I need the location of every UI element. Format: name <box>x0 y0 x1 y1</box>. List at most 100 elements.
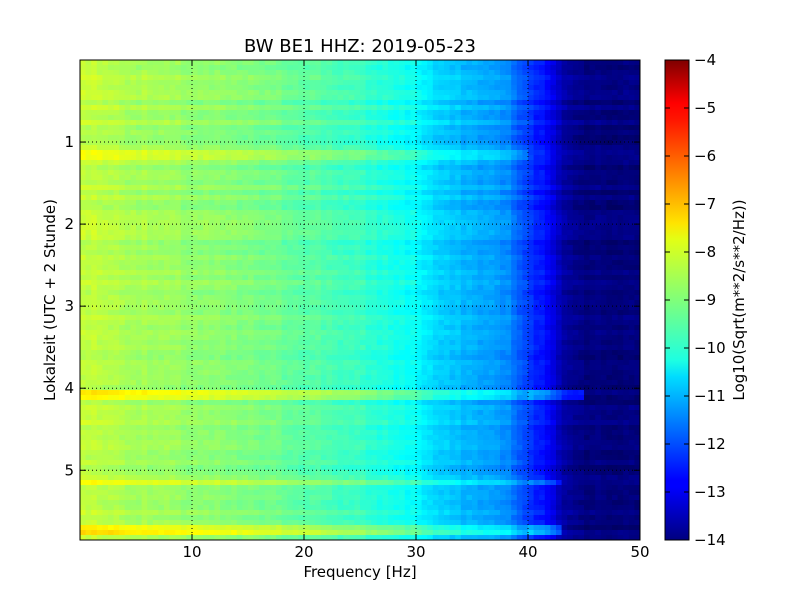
heatmap-cell <box>270 70 277 76</box>
heatmap-cell <box>460 290 467 296</box>
heatmap-cell <box>124 245 131 251</box>
heatmap-cell <box>371 260 378 266</box>
heatmap-cell <box>354 185 361 191</box>
heatmap-cell <box>556 130 563 136</box>
heatmap-cell <box>348 275 355 281</box>
heatmap-cell <box>348 235 355 241</box>
heatmap-cell <box>399 135 406 141</box>
heatmap-cell <box>315 115 322 121</box>
heatmap-cell <box>438 115 445 121</box>
heatmap-cell <box>124 220 131 226</box>
heatmap-cell <box>298 165 305 171</box>
heatmap-cell <box>511 140 518 146</box>
heatmap-cell <box>231 75 238 81</box>
heatmap-cell <box>259 140 266 146</box>
heatmap-cell <box>432 285 439 291</box>
heatmap-cell <box>332 240 339 246</box>
heatmap-cell <box>550 230 557 236</box>
heatmap-cell <box>600 235 607 241</box>
heatmap-cell <box>169 140 176 146</box>
heatmap-cell <box>427 95 434 101</box>
heatmap-cell <box>102 225 109 231</box>
heatmap-cell <box>208 290 215 296</box>
heatmap-cell <box>556 190 563 196</box>
heatmap-cell <box>612 150 619 156</box>
heatmap-cell <box>164 220 171 226</box>
heatmap-cell <box>264 120 271 126</box>
heatmap-cell <box>466 260 473 266</box>
heatmap-cell <box>376 275 383 281</box>
heatmap-cell <box>449 195 456 201</box>
heatmap-cell <box>444 65 451 71</box>
heatmap-cell <box>113 100 120 106</box>
heatmap-cell <box>572 125 579 131</box>
heatmap-cell <box>281 140 288 146</box>
heatmap-cell <box>108 135 115 141</box>
heatmap-cell <box>281 225 288 231</box>
heatmap-cell <box>444 210 451 216</box>
heatmap-cell <box>214 190 221 196</box>
heatmap-cell <box>382 80 389 86</box>
heatmap-cell <box>220 170 227 176</box>
heatmap-cell <box>91 75 98 81</box>
heatmap-cell <box>169 100 176 106</box>
heatmap-cell <box>388 80 395 86</box>
heatmap-cell <box>427 65 434 71</box>
heatmap-cell <box>578 145 585 151</box>
heatmap-cell <box>180 265 187 271</box>
heatmap-cell <box>544 255 551 261</box>
heatmap-cell <box>612 185 619 191</box>
heatmap-cell <box>332 235 339 241</box>
heatmap-cell <box>634 135 640 141</box>
heatmap-cell <box>584 250 591 256</box>
heatmap-cell <box>343 220 350 226</box>
heatmap-cell <box>180 200 187 206</box>
heatmap-cell <box>388 175 395 181</box>
heatmap-cell <box>175 220 182 226</box>
heatmap-cell <box>444 205 451 211</box>
heatmap-cell <box>348 290 355 296</box>
heatmap-cell <box>152 280 159 286</box>
heatmap-cell <box>309 165 316 171</box>
heatmap-cell <box>410 265 417 271</box>
heatmap-cell <box>309 300 316 306</box>
heatmap-cell <box>388 190 395 196</box>
heatmap-cell <box>242 75 249 81</box>
heatmap-cell <box>623 230 630 236</box>
heatmap-cell <box>628 120 635 126</box>
heatmap-cell <box>612 275 619 281</box>
heatmap-cell <box>130 145 137 151</box>
heatmap-cell <box>169 305 176 311</box>
heatmap-cell <box>572 210 579 216</box>
heatmap-cell <box>528 60 535 66</box>
heatmap-cell <box>572 255 579 261</box>
heatmap-cell <box>96 145 103 151</box>
heatmap-cell <box>511 225 518 231</box>
heatmap-cell <box>483 85 490 91</box>
heatmap-cell <box>220 140 227 146</box>
heatmap-cell <box>360 235 367 241</box>
heatmap-cell <box>595 190 602 196</box>
heatmap-cell <box>427 205 434 211</box>
heatmap-cell <box>600 135 607 141</box>
heatmap-cell <box>494 235 501 241</box>
heatmap-cell <box>600 250 607 256</box>
heatmap-cell <box>376 105 383 111</box>
heatmap-cell <box>528 110 535 116</box>
heatmap-cell <box>444 195 451 201</box>
heatmap-cell <box>600 290 607 296</box>
heatmap-cell <box>141 250 148 256</box>
heatmap-cell <box>382 65 389 71</box>
heatmap-cell <box>236 270 243 276</box>
heatmap-cell <box>416 250 423 256</box>
heatmap-cell <box>388 300 395 306</box>
heatmap-cell <box>494 115 501 121</box>
heatmap-cell <box>332 300 339 306</box>
heatmap-cell <box>432 155 439 161</box>
heatmap-cell <box>354 95 361 101</box>
heatmap-cell <box>102 150 109 156</box>
heatmap-cell <box>382 260 389 266</box>
heatmap-cell <box>371 95 378 101</box>
heatmap-cell <box>214 75 221 81</box>
heatmap-cell <box>606 145 613 151</box>
